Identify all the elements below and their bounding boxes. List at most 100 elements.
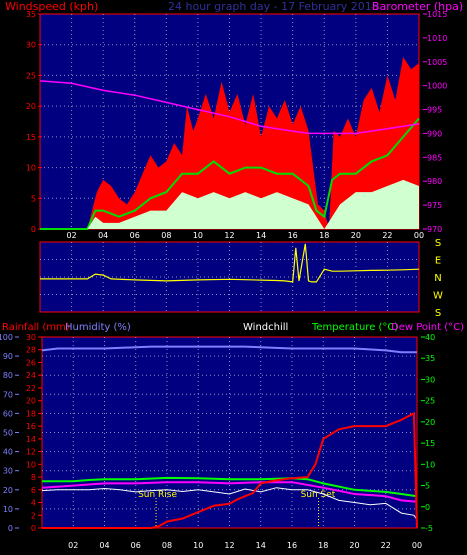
series-wind-average — [40, 117, 420, 230]
y-tick-label: 1000 — [427, 82, 447, 91]
legend-dewpoint: Dew Point (°C) — [391, 322, 464, 333]
x-tick-label: 16 — [288, 231, 298, 240]
x-tick-label: 04 — [98, 231, 108, 240]
y-tick-label: 14 — [26, 435, 36, 444]
series-rainfall — [42, 411, 418, 529]
y-tick-label: 970 — [427, 225, 442, 234]
series-temperature — [42, 476, 418, 498]
y-tick-label: 40 — [3, 448, 13, 457]
y-tick-label: 1005 — [427, 58, 447, 67]
wind-y-left-axis: 0 5 10 15 20 25 30 35 — [26, 10, 42, 234]
y-tick-label: 980 — [427, 177, 442, 186]
chart-title: 24 hour graph day - 17 February 2015 — [168, 0, 379, 13]
y-tick-label: 975 — [427, 201, 442, 210]
compass-label: W — [433, 291, 443, 302]
y-tick-label: 1015 — [427, 10, 447, 19]
series-barometer — [39, 80, 420, 135]
y-tick-label: 20 — [26, 397, 36, 406]
x-tick-label: 16 — [287, 541, 297, 550]
y-tick-label: 20 — [3, 486, 13, 495]
y-tick-label: 8 — [31, 473, 36, 482]
y-tick-label: 990 — [427, 129, 442, 138]
series-wind-gust — [40, 57, 419, 229]
y-tick-label: 0 — [425, 503, 430, 512]
sunrise-label: Sun Rise — [138, 490, 177, 500]
y-tick-label: 30 — [3, 467, 13, 476]
wind-y-right-axis: 970 975 980 985 990 995 1000 1005 1010 1015 — [423, 10, 447, 234]
y-tick-label: 70 — [3, 390, 13, 399]
y-tick-label: 5 — [425, 482, 430, 491]
legend-rainfall: Rainfall (mm) — [2, 322, 70, 333]
y-tick-label: 10 — [425, 460, 435, 469]
wind-x-axis: 02 04 06 08 10 12 14 16 18 20 22 00 — [66, 231, 424, 240]
series-dewpoint — [41, 481, 418, 503]
x-tick-label: 06 — [131, 541, 141, 550]
x-tick-label: 12 — [224, 231, 234, 240]
y-tick-label: 30 — [425, 375, 435, 384]
humidity-y-axis: 0 10 20 30 40 50 60 70 80 90 100 — [0, 333, 19, 533]
y-tick-label: 16 — [26, 422, 36, 431]
legend-windspeed: Windspeed (kph) — [5, 0, 98, 13]
compass-label: S — [435, 308, 441, 319]
series-windchill — [41, 487, 418, 520]
x-tick-label: 20 — [349, 541, 359, 550]
x-tick-label: 10 — [193, 231, 203, 240]
y-tick-label: 35 — [26, 10, 36, 19]
y-tick-label: 10 — [26, 460, 36, 469]
y-tick-label: 24 — [26, 371, 36, 380]
x-tick-label: 22 — [381, 541, 391, 550]
temperature-y-axis: -5 0 5 10 15 20 25 30 35 40 — [421, 333, 435, 533]
y-tick-label: 35 — [425, 354, 435, 363]
y-tick-label: 80 — [3, 371, 13, 380]
y-tick-label: -5 — [425, 524, 433, 533]
x-tick-label: 22 — [382, 231, 392, 240]
y-tick-label: 22 — [26, 384, 36, 393]
y-tick-label: 2 — [31, 511, 36, 520]
x-tick-label: 12 — [224, 541, 234, 550]
y-tick-label: 15 — [425, 439, 435, 448]
x-tick-label: 02 — [66, 231, 76, 240]
x-tick-label: 00 — [414, 231, 424, 240]
x-tick-label: 06 — [130, 231, 140, 240]
series-humidity — [41, 345, 417, 354]
x-tick-label: 00 — [412, 541, 422, 550]
y-tick-label: 28 — [26, 346, 36, 355]
y-tick-label: 0 — [8, 524, 13, 533]
y-tick-label: 60 — [3, 409, 13, 418]
y-tick-label: 15 — [26, 133, 36, 142]
y-tick-label: 20 — [425, 418, 435, 427]
y-tick-label: 25 — [26, 71, 36, 80]
y-tick-label: 995 — [427, 106, 442, 115]
sunset-label: Sun Set — [301, 490, 336, 500]
x-tick-label: 08 — [161, 231, 171, 240]
compass-label: E — [435, 256, 441, 267]
y-tick-label: 0 — [31, 225, 36, 234]
x-tick-label: 04 — [99, 541, 109, 550]
x-tick-label: 20 — [351, 231, 361, 240]
y-tick-label: 12 — [26, 448, 36, 457]
y-tick-label: 50 — [3, 429, 13, 438]
compass-label: S — [435, 238, 441, 249]
legend-humidity: Humidity (%) — [65, 322, 131, 333]
x-tick-label: 14 — [256, 541, 266, 550]
y-tick-label: 0 — [31, 524, 36, 533]
x-tick-label: 14 — [256, 231, 266, 240]
y-tick-label: 90 — [3, 352, 13, 361]
y-tick-label: 10 — [3, 505, 13, 514]
x-tick-label: 10 — [193, 541, 203, 550]
y-tick-label: 4 — [31, 499, 36, 508]
y-tick-label: 40 — [425, 333, 435, 342]
y-tick-label: 6 — [31, 486, 36, 495]
series-wind-lull — [40, 179, 419, 229]
direction-plot-area — [39, 241, 420, 313]
x-tick-label: 18 — [319, 231, 329, 240]
y-tick-label: 1010 — [427, 34, 447, 43]
y-tick-label: 985 — [427, 153, 442, 162]
y-tick-label: 25 — [425, 397, 435, 406]
y-tick-label: 100 — [0, 333, 13, 342]
y-tick-label: 30 — [26, 41, 36, 50]
x-tick-label: 08 — [162, 541, 172, 550]
